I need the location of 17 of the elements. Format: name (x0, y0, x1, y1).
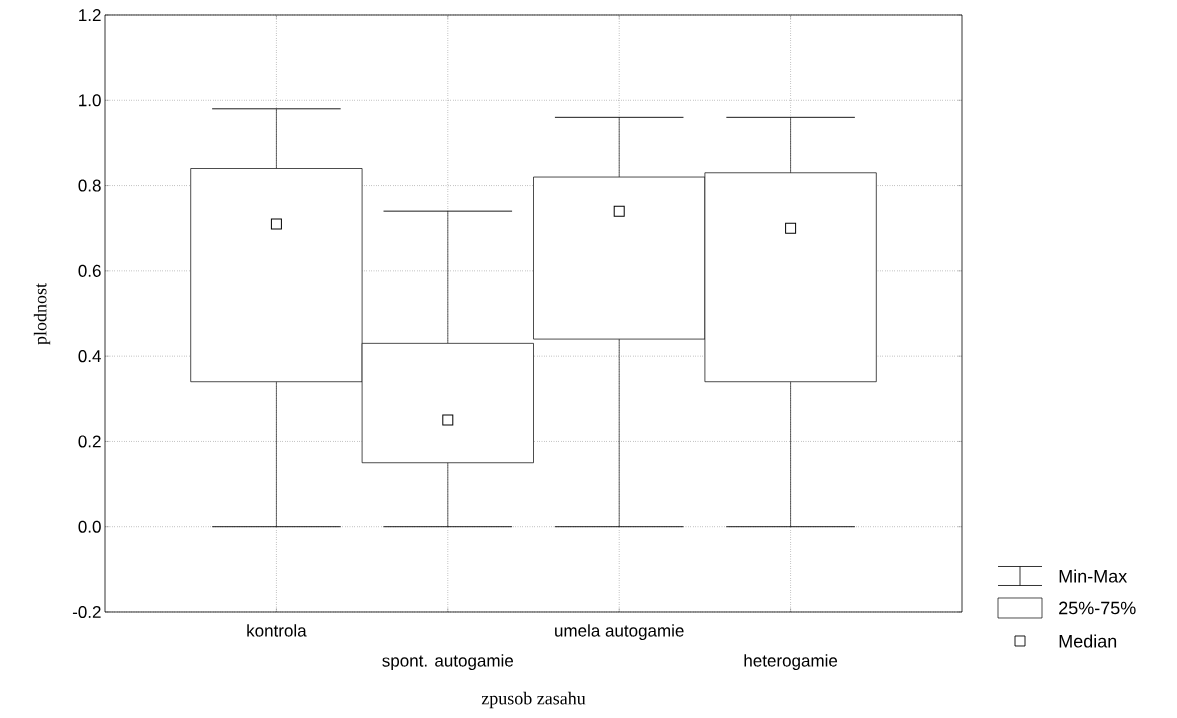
x-tick-label: heterogamie (744, 654, 838, 671)
text: Median (1059, 634, 1117, 648)
y-tick-label: -0.2 (72, 605, 101, 619)
y-tick-label: 1.0 (79, 94, 101, 107)
y-tick-label: 1.2 (79, 9, 101, 21)
text: 25%-75% (1059, 601, 1136, 615)
x-tick-label: umela autogamie (555, 624, 684, 641)
text: Min-Max (1059, 569, 1128, 583)
y-tick-label: 0.2 (78, 435, 101, 448)
y-tick-label: 0.8 (78, 179, 101, 192)
x-tick-label: kontrola (247, 624, 307, 637)
y-tick-label: 0.0 (78, 520, 101, 533)
y-axis-title: plodnost (33, 283, 51, 345)
y-tick-label: 0.6 (78, 264, 101, 277)
y-tick-label: 0.4 (78, 350, 101, 363)
x-tick-label: spont. autogamie (382, 654, 514, 671)
x-axis-title: zpusob zasahu (481, 691, 586, 709)
